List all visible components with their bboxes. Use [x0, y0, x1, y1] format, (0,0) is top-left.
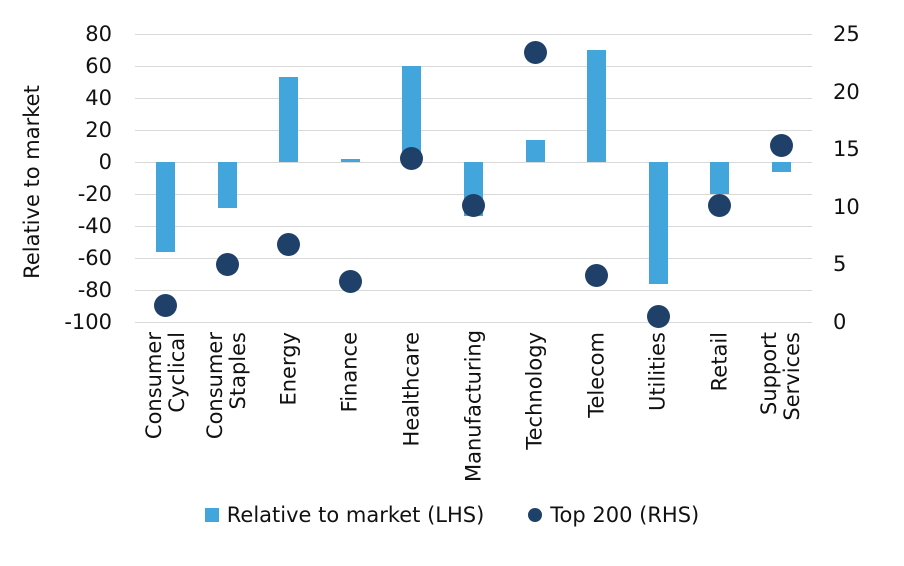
- bar-series-marker-icon: [204, 508, 219, 522]
- right-axis-tick-label: 20: [833, 79, 860, 104]
- left-axis-tick-label: 80: [85, 22, 112, 46]
- dot-consumer-staples: [215, 252, 239, 276]
- left-axis-tick-label: 20: [85, 118, 112, 142]
- x-axis-label: Healthcare: [399, 332, 424, 447]
- left-axis-tick-label: -80: [77, 278, 112, 302]
- gridline: [135, 33, 812, 35]
- bar-energy: [279, 77, 299, 162]
- right-axis-tick-label: 10: [833, 194, 860, 219]
- gridline: [135, 289, 812, 291]
- dot-technology: [523, 40, 547, 64]
- gridline: [135, 225, 812, 227]
- legend-item-bars: Relative to market (LHS): [204, 503, 485, 527]
- legend-item-dots: Top 200 (RHS): [528, 503, 699, 527]
- right-axis-tick-label: 5: [833, 252, 847, 277]
- dot-telecom: [585, 264, 609, 288]
- gridline: [135, 65, 812, 67]
- left-axis-tick-label: 60: [85, 54, 112, 78]
- right-axis-tick-label: 0: [833, 310, 847, 334]
- dot-support-services: [769, 134, 793, 158]
- x-axis-label: Consumer Staples: [203, 332, 251, 440]
- dot-consumer-cyclical: [154, 294, 178, 318]
- legend: Relative to market (LHS) Top 200 (RHS): [0, 503, 904, 527]
- x-axis-label: Retail: [707, 332, 732, 392]
- left-axis-tick-label: 40: [85, 86, 112, 110]
- bar-consumer-cyclical: [156, 162, 176, 252]
- left-axis-tick-label: -40: [77, 214, 112, 238]
- left-axis-tick-label: -100: [64, 310, 112, 334]
- x-axis-label: Utilities: [645, 332, 670, 412]
- legend-label-dots: Top 200 (RHS): [550, 503, 700, 527]
- gridline: [135, 129, 812, 131]
- left-axis-tick-label: -20: [77, 182, 112, 206]
- dot-manufacturing: [462, 194, 485, 218]
- bar-finance: [340, 158, 360, 162]
- x-axis-label: Energy: [276, 332, 301, 406]
- gridline: [135, 97, 812, 99]
- gridline: [135, 321, 812, 323]
- bar-healthcare: [402, 66, 422, 162]
- x-axis-label: Manufacturing: [461, 329, 485, 482]
- dot-retail: [708, 194, 732, 218]
- dot-series-marker-icon: [528, 508, 543, 522]
- y-axis-title: Relative to market: [20, 85, 44, 279]
- right-axis-tick-label: 15: [833, 137, 860, 162]
- left-axis-tick-label: 0: [98, 150, 112, 174]
- bar-retail: [710, 162, 730, 194]
- left-axis-tick-label: -60: [77, 246, 112, 270]
- legend-label-bars: Relative to market (LHS): [226, 503, 485, 527]
- bar-consumer-staples: [217, 162, 237, 209]
- dot-energy: [277, 233, 301, 257]
- bar-telecom: [587, 50, 607, 162]
- dot-healthcare: [400, 146, 424, 170]
- x-axis-label: Technology: [522, 332, 547, 450]
- bar-support-services: [771, 162, 791, 172]
- dot-utilities: [646, 304, 670, 328]
- bar-technology: [525, 139, 545, 162]
- x-axis-label: Telecom: [584, 332, 609, 418]
- right-axis-tick-label: 25: [833, 22, 860, 46]
- bar-utilities: [648, 162, 668, 284]
- x-axis-label: Consumer Cyclical: [141, 332, 189, 440]
- gridline: [135, 257, 812, 259]
- dot-finance: [338, 270, 362, 294]
- x-axis-label: Finance: [337, 332, 362, 413]
- x-axis-label: Support Services: [757, 332, 805, 421]
